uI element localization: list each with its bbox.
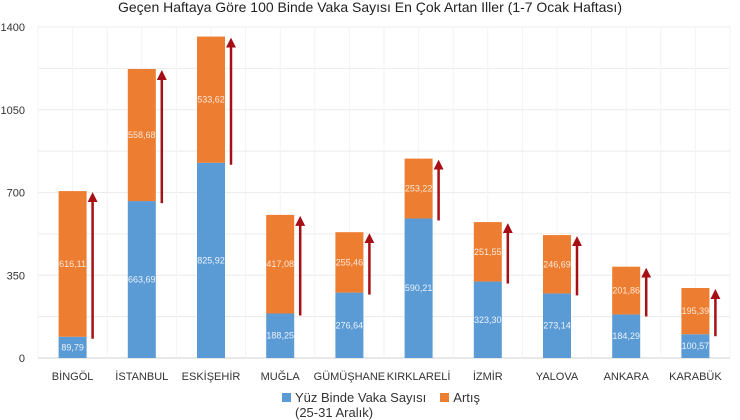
y-tick-label: 1400 <box>1 22 25 34</box>
y-tick-label: 0 <box>19 353 25 365</box>
bar-increase <box>197 36 225 163</box>
bar-increase <box>404 158 433 219</box>
data-label-increase: 558,68 <box>128 130 156 140</box>
y-tick-label: 350 <box>7 270 25 282</box>
legend-label-base: Yüz Binde Vaka Sayısı <box>295 390 427 405</box>
data-label-base: 273,14 <box>543 321 571 331</box>
data-label-increase: 255,46 <box>336 257 364 267</box>
bar-increase <box>127 68 156 202</box>
legend: Yüz Binde Vaka Sayısı (25-31 Aralık) Art… <box>282 390 480 420</box>
data-label-base: 276,64 <box>336 320 364 330</box>
bar-base <box>404 218 433 358</box>
data-label-increase: 253,22 <box>405 184 433 194</box>
data-label-increase: 251,55 <box>474 247 502 257</box>
bar-base <box>58 336 87 358</box>
bar-increase <box>473 222 502 282</box>
bar-increase <box>266 214 295 314</box>
data-label-increase: 201,86 <box>612 286 640 296</box>
data-label-base: 184,29 <box>612 331 640 341</box>
y-tick-label: 1050 <box>1 105 25 117</box>
data-label-increase: 246,69 <box>543 259 571 269</box>
legend-item-base: Yüz Binde Vaka Sayısı (25-31 Aralık) <box>282 390 426 420</box>
data-label-base: 100,57 <box>682 341 710 351</box>
data-label-base: 188,25 <box>266 331 294 341</box>
bar-base <box>612 314 641 358</box>
bar-increase <box>681 288 710 335</box>
data-label-base: 663,69 <box>128 275 156 285</box>
data-label-increase: 533,62 <box>197 95 225 105</box>
bar-increase <box>612 266 641 315</box>
data-label-base: 89,79 <box>61 342 84 352</box>
bar-base <box>127 201 156 358</box>
legend-swatch-increase <box>440 393 450 402</box>
bar-base <box>681 334 710 358</box>
data-label-increase: 417,08 <box>266 259 294 269</box>
x-tick-label: MUĞLA <box>261 370 301 383</box>
bar-base <box>266 313 295 358</box>
bar-increase <box>543 235 571 294</box>
x-tick-label: İSTANBUL <box>115 370 168 383</box>
bar-increase <box>58 191 87 337</box>
legend-label-base-line2: (25-31 Aralık) <box>295 405 374 420</box>
x-tick-label: BİNGÖL <box>52 370 94 383</box>
x-tick-label: KIRKLARELİ <box>387 370 451 383</box>
bar-base <box>197 162 225 358</box>
x-tick-label: ESKİŞEHİR <box>182 370 241 383</box>
chart-title: Geçen Haftaya Göre 100 Binde Vaka Sayısı… <box>118 0 622 15</box>
legend-label-increase: Artış <box>453 390 481 405</box>
data-label-base: 590,21 <box>405 283 433 293</box>
data-label-increase: 616,11 <box>59 259 86 269</box>
data-label-base: 825,92 <box>197 255 225 265</box>
data-label-increase: 195,39 <box>682 306 710 316</box>
legend-item-increase: Artış <box>440 390 480 420</box>
x-tick-label: GÜMÜŞHANE <box>314 371 386 383</box>
y-tick-label: 700 <box>7 188 25 200</box>
bar-base <box>543 293 571 358</box>
data-label-base: 323,30 <box>474 315 502 325</box>
bar-base <box>473 281 502 358</box>
x-tick-label: İZMİR <box>473 370 503 383</box>
bar-base <box>335 292 364 358</box>
bar-increase <box>335 232 364 293</box>
x-tick-label: KARABÜK <box>669 371 722 383</box>
x-tick-label: ANKARA <box>604 371 650 383</box>
legend-swatch-base <box>282 393 291 402</box>
x-tick-label: YALOVA <box>536 371 579 383</box>
